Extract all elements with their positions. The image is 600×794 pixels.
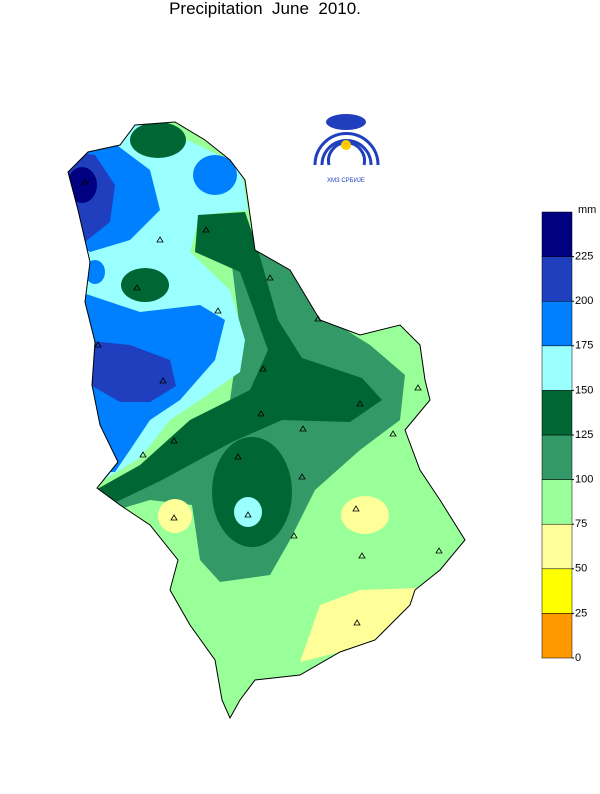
- logo: ХМЗ СРБИЈЕ: [313, 114, 380, 184]
- station: [94, 341, 102, 348]
- legend-swatch: [541, 300, 573, 347]
- station: [353, 619, 361, 626]
- station: [299, 425, 307, 432]
- zone-50-75: [341, 496, 389, 534]
- map-title: Precipitation June 2010.: [169, 0, 361, 18]
- station: [214, 307, 222, 314]
- station: [170, 437, 178, 444]
- legend-swatch: [541, 434, 573, 480]
- station: [259, 365, 267, 372]
- station: [298, 473, 306, 480]
- legend-tick-label: 50: [575, 563, 587, 575]
- legend-tick-label: 0: [575, 652, 581, 664]
- legend-swatch: [541, 568, 573, 614]
- legend-tick-label: 225: [575, 251, 593, 263]
- station: [352, 505, 360, 512]
- legend-tick-label: 175: [575, 340, 593, 352]
- station: [202, 226, 210, 233]
- station: [234, 453, 242, 460]
- legend-tick-label: 125: [575, 429, 593, 441]
- station: [389, 430, 397, 437]
- zone-200-225: [80, 340, 176, 402]
- zone-over-225: [68, 167, 97, 203]
- legend: mm 0 25 50 75 100 125 150 175 200 225: [541, 204, 596, 664]
- station: [156, 236, 164, 243]
- station: [314, 315, 322, 322]
- zone-125-150: [121, 268, 169, 302]
- legend-tick-label: 150: [575, 384, 593, 396]
- zone-175-200: [193, 155, 237, 195]
- station: [266, 274, 274, 281]
- station: [290, 532, 298, 539]
- legend-swatch: [541, 613, 573, 659]
- legend-swatch: [541, 390, 573, 436]
- legend-swatch: [541, 256, 573, 302]
- stations: [81, 178, 443, 626]
- station: [139, 451, 147, 458]
- legend-swatch: [541, 345, 573, 391]
- legend-swatch: [541, 523, 573, 570]
- station: [257, 410, 265, 417]
- station: [414, 384, 422, 391]
- legend-tick-label: 200: [575, 295, 593, 307]
- legend-tick-label: 75: [575, 518, 587, 530]
- precipitation-map: [68, 122, 465, 718]
- logo-text: ХМЗ СРБИЈЕ: [327, 178, 365, 184]
- legend-tick-label: 25: [575, 607, 587, 619]
- station: [244, 511, 252, 518]
- zone-125-150: [212, 437, 292, 547]
- station: [356, 400, 364, 407]
- legend-swatch: [541, 479, 573, 525]
- station: [358, 552, 366, 559]
- station: [133, 284, 141, 291]
- station: [435, 547, 443, 554]
- legend-swatch: [541, 211, 573, 257]
- station: [170, 514, 178, 521]
- legend-unit: mm: [578, 204, 596, 216]
- station: [159, 377, 167, 384]
- zone-125-150: [130, 122, 186, 158]
- legend-tick-label: 100: [575, 474, 593, 486]
- zone-125-150: [92, 212, 382, 506]
- station: [81, 178, 89, 185]
